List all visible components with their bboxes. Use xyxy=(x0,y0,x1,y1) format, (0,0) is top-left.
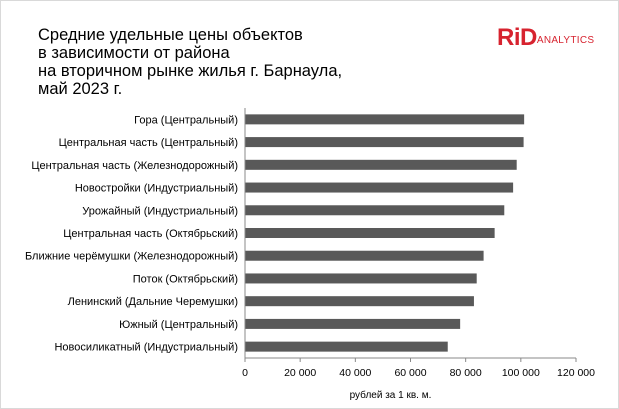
logo-subtext: ANALYTICS xyxy=(536,35,595,46)
bar-5 xyxy=(245,228,495,238)
category-label-5: Центральная часть (Октябрьский) xyxy=(63,228,238,240)
x-tick-label-5: 100 000 xyxy=(502,367,540,379)
bar-10 xyxy=(245,341,448,352)
bars-group xyxy=(245,114,525,352)
category-label-4: Урожайный (Индустриальный) xyxy=(82,205,238,217)
chart-title: Средние удельные цены объектов в зависим… xyxy=(38,26,342,98)
bar-9 xyxy=(245,318,461,329)
bar-2 xyxy=(245,159,517,170)
category-label-10: Новосиликатный (Индустриальный) xyxy=(54,342,238,354)
category-label-2: Центральная часть (Железнодорожный) xyxy=(31,160,238,172)
rid-analytics-logo: RiDANALYTICS xyxy=(497,24,594,52)
bar-1 xyxy=(245,137,524,148)
bar-4 xyxy=(245,205,505,216)
x-axis-title: рублей за 1 кв. м. xyxy=(350,389,432,401)
category-label-7: Поток (Октябрьский) xyxy=(133,273,238,285)
title-line-1: Средние удельные цены объектов xyxy=(38,26,303,44)
bar-8 xyxy=(245,296,474,307)
x-tick-label-3: 60 000 xyxy=(394,367,426,379)
bar-0 xyxy=(245,114,525,125)
x-tick-label-1: 20 000 xyxy=(284,367,316,379)
title-line-2: в зависимости от района xyxy=(38,44,230,62)
x-tick-label-0: 0 xyxy=(242,367,248,379)
category-labels: Гора (Центральный) Центральная часть (Цен… xyxy=(25,114,238,353)
bar-7 xyxy=(245,273,477,284)
bar-3 xyxy=(245,182,514,193)
x-tick-label-4: 80 000 xyxy=(450,367,482,379)
category-label-9: Южный (Центральный) xyxy=(119,319,238,331)
category-label-1: Центральная часть (Центральный) xyxy=(59,137,238,149)
bar-6 xyxy=(245,250,484,261)
category-label-6: Ближние черёмушки (Железнодорожный) xyxy=(25,251,238,263)
x-axis-ticks: 0 20 000 40 000 60 000 80 000 100 000 120 000 xyxy=(242,358,595,379)
category-label-8: Ленинский (Дальние Черемушки) xyxy=(68,296,238,308)
x-tick-label-2: 40 000 xyxy=(339,367,371,379)
logo-text: RiD xyxy=(497,24,537,51)
title-line-3: на вторичном рынке жилья г. Барнаула, xyxy=(38,62,343,80)
x-tick-label-6: 120 000 xyxy=(557,367,595,379)
category-label-3: Новостройки (Индустриальный) xyxy=(75,183,238,195)
title-line-4: май 2023 г. xyxy=(38,80,123,98)
category-label-0: Гора (Центральный) xyxy=(134,114,238,126)
